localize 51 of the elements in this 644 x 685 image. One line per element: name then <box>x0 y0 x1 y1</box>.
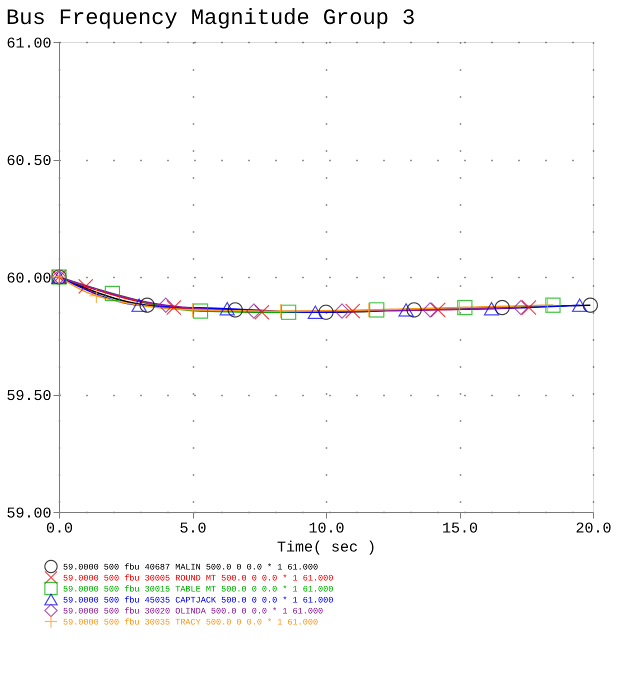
point <box>521 300 537 316</box>
legend-label: 59.0000 500 fbu 30005 ROUND MT 500.0 0 0.0 * 1 61.000 <box>63 574 334 584</box>
x-tick-label: 10.0 <box>308 520 345 538</box>
point <box>494 300 510 316</box>
legend-label: 59.0000 500 fbu 30035 TRACY 500.0 0 0.0 * 1 61.000 <box>63 618 318 628</box>
chart-title: Bus Frequency Magnitude Group 3 <box>6 6 416 31</box>
point <box>131 298 147 312</box>
point <box>457 300 473 316</box>
point <box>540 298 556 313</box>
point <box>220 302 235 316</box>
x-tick-label: 5.0 <box>179 520 207 538</box>
legend-label: 59.0000 500 fbu 30015 TABLE MT 500.0 0 0.0 * 1 61.000 <box>63 584 334 594</box>
point <box>246 303 262 319</box>
legend-label: 59.0000 500 fbu 45035 CAPTJACK 500.0 0 0.0 * 1 61.000 <box>63 596 334 606</box>
x-tick-label: 15.0 <box>442 520 478 538</box>
point <box>345 303 360 319</box>
legend-label: 59.0000 500 fbu 40687 MALIN 500.0 0 0.0 * 1 61.000 <box>63 562 318 572</box>
point <box>192 303 208 319</box>
point <box>228 302 243 318</box>
point <box>88 288 104 304</box>
point <box>318 304 334 320</box>
point <box>308 306 323 319</box>
x-axis-title: Time( sec ) <box>276 540 376 556</box>
y-tick-label: 59.00 <box>6 506 52 522</box>
y-tick-label: 61.00 <box>6 36 52 52</box>
point <box>398 303 414 317</box>
point <box>422 302 438 318</box>
point <box>166 300 182 316</box>
point <box>139 298 155 313</box>
point <box>254 304 270 320</box>
point <box>513 300 529 316</box>
point <box>158 298 174 313</box>
x-tick-label: 0.0 <box>46 520 74 538</box>
legend-label: 59.0000 500 fbu 30020 OLINDA 500.0 0 0.0 * 1 61.000 <box>63 606 324 616</box>
point <box>484 302 500 316</box>
point <box>280 304 296 320</box>
point <box>545 298 561 313</box>
point <box>406 302 422 318</box>
point <box>78 278 94 294</box>
x-tick-label: 20.0 <box>575 520 612 538</box>
point <box>582 298 598 313</box>
point <box>369 302 384 318</box>
point <box>184 302 200 318</box>
y-tick-label: 59.50 <box>6 388 52 405</box>
y-tick-label: 60.50 <box>6 153 52 170</box>
point <box>430 302 446 318</box>
y-tick-label: 60.00 <box>6 270 52 288</box>
point <box>334 303 350 319</box>
point <box>572 298 588 312</box>
point <box>104 286 120 302</box>
point <box>452 300 468 316</box>
